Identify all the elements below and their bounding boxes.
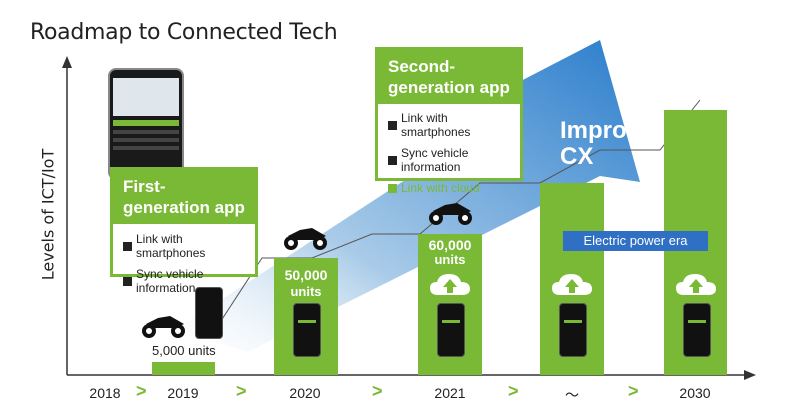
- cloud-upload-icon: [430, 274, 470, 295]
- units-2021-value: 60,000: [428, 237, 472, 253]
- chevron-right-icon: >: [372, 381, 383, 401]
- smartphone-icon: [437, 303, 465, 357]
- cloud-upload-icon: [552, 274, 592, 295]
- first-gen-item-label: Link with smartphones: [136, 232, 206, 260]
- second-gen-item: Sync vehicle information: [388, 146, 520, 174]
- motorcycle-icon: [142, 316, 185, 338]
- motorcycle-icon: [429, 203, 472, 225]
- second-gen-item: Link with cloud: [388, 181, 520, 195]
- second-gen-item-label: Link with smartphones: [401, 111, 471, 139]
- chevron-right-icon: >: [628, 381, 639, 401]
- chevron-right-icon: >: [508, 381, 519, 401]
- second-gen-item-label: Link with cloud: [401, 181, 480, 195]
- second-gen-app-box: Second- generation app Link with smartph…: [375, 47, 523, 195]
- electric-power-era-badge: Electric power era: [563, 231, 708, 251]
- first-gen-title-line1: First-: [123, 177, 166, 196]
- units-2021-label: units: [434, 252, 466, 267]
- second-gen-app-title: Second- generation app: [378, 50, 520, 104]
- timeline-year: 2030: [679, 385, 711, 401]
- bullet-square-icon: [123, 276, 132, 286]
- smartphone-icon: [559, 303, 587, 357]
- app-screenshot-phone: [108, 68, 184, 180]
- bullet-square-icon: [388, 155, 397, 165]
- improve-cx-label: Improve CX: [560, 118, 653, 170]
- timeline-year: 2019: [167, 385, 199, 401]
- timeline-year: ～: [565, 387, 579, 403]
- bullet-square-icon: [388, 183, 397, 193]
- improve-cx-line1: Improve: [560, 117, 654, 144]
- first-gen-title-line2: generation app: [123, 198, 245, 217]
- second-gen-title-line2: generation app: [388, 78, 510, 97]
- second-gen-item: Link with smartphones: [388, 111, 520, 139]
- first-gen-app-title: First- generation app: [113, 170, 255, 224]
- smartphone-icon: [683, 303, 711, 357]
- timeline-year: 2018: [89, 385, 121, 401]
- bar-2019: [152, 362, 215, 375]
- bullet-square-icon: [123, 241, 132, 251]
- first-gen-item: Sync vehicle information: [123, 267, 255, 295]
- improve-cx-line2: CX: [560, 143, 594, 170]
- second-gen-title-line1: Second-: [388, 57, 456, 76]
- y-axis-label: Levels of ICT/IoT: [38, 148, 58, 281]
- page-title: Roadmap to Connected Tech: [30, 20, 338, 45]
- units-2019: 5,000 units: [152, 343, 216, 358]
- first-gen-item-label: Sync vehicle information: [136, 267, 204, 295]
- timeline-year: 2021: [434, 385, 466, 401]
- cloud-upload-icon: [676, 274, 716, 295]
- units-2020-value: 50,000: [284, 267, 328, 283]
- smartphone-icon: [195, 287, 223, 339]
- chevron-right-icon: >: [236, 381, 247, 401]
- first-gen-item: Link with smartphones: [123, 232, 255, 260]
- motorcycle-icon: [284, 228, 327, 250]
- first-gen-app-box: First- generation app Link with smartpho…: [110, 167, 258, 295]
- bullet-square-icon: [388, 120, 397, 130]
- chevron-right-icon: >: [136, 381, 147, 401]
- second-gen-item-label: Sync vehicle information: [401, 146, 469, 174]
- timeline-year: 2020: [289, 385, 321, 401]
- units-2020-label: units: [290, 284, 322, 299]
- smartphone-icon: [293, 303, 321, 357]
